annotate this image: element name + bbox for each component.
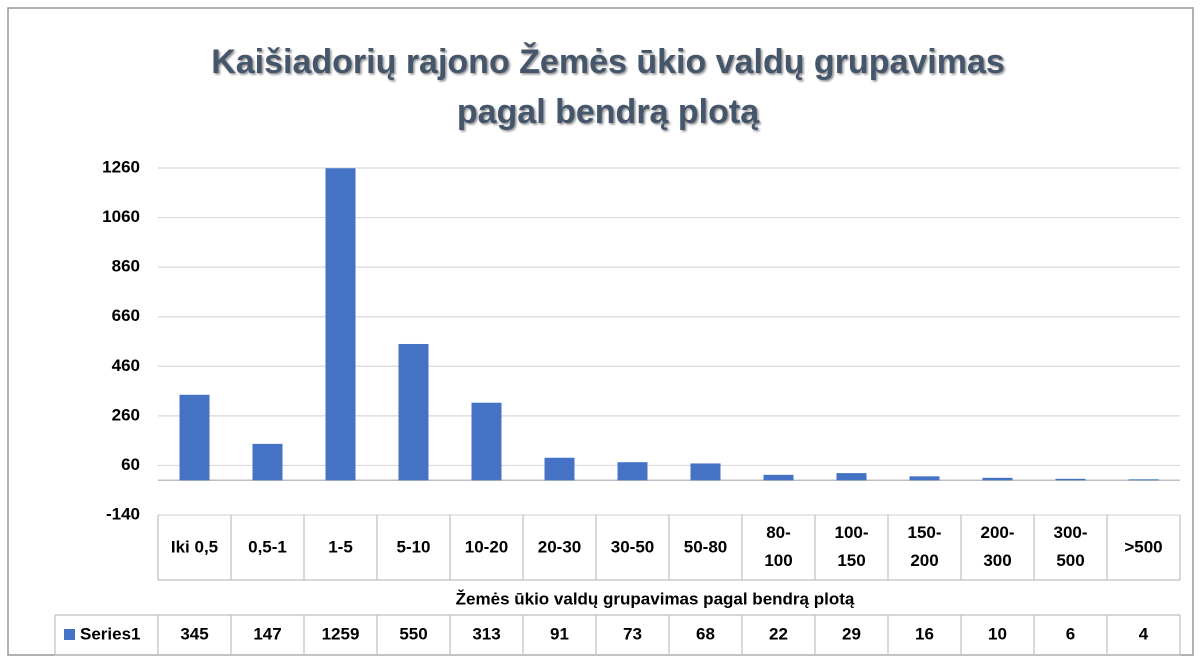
x-tick-label: 200-300 (980, 523, 1014, 570)
x-tick-label: 150-200 (907, 523, 941, 570)
y-tick-label: 1060 (102, 207, 140, 226)
bar (690, 463, 721, 481)
x-tick-label: 80-100 (764, 523, 792, 570)
y-tick-label: 660 (112, 306, 140, 325)
y-tick-label: 460 (112, 356, 140, 375)
bar (763, 474, 794, 481)
y-tick-label: 60 (121, 455, 140, 474)
y-tick-label: 1260 (102, 157, 140, 176)
data-table-value: 345 (180, 624, 208, 643)
bar (836, 473, 867, 481)
bar (325, 168, 356, 481)
bar (617, 462, 648, 481)
x-axis-title: Žemės ūkio valdų grupavimas pagal bendrą… (456, 589, 855, 608)
x-tick-label: 10-20 (465, 537, 508, 556)
bar (1055, 478, 1086, 481)
data-table-value: 147 (253, 624, 281, 643)
bar (982, 477, 1013, 481)
x-tick-label: 100-150 (834, 523, 868, 570)
legend-label: Series1 (80, 624, 141, 643)
data-table-value: 4 (1139, 624, 1149, 643)
data-table-value: 91 (550, 624, 569, 643)
data-table-value: 73 (623, 624, 642, 643)
x-tick-label: 50-80 (684, 537, 727, 556)
y-tick-label: 860 (112, 257, 140, 276)
bar (1128, 479, 1159, 481)
bar (252, 443, 283, 481)
y-tick-label: -140 (106, 504, 140, 523)
bar (179, 394, 210, 481)
chart-title: Kaišiadorių rajono Žemės ūkio valdų grup… (211, 43, 1005, 81)
bar (544, 457, 575, 481)
data-table-value: 10 (988, 624, 1007, 643)
data-table-value: 22 (769, 624, 788, 643)
data-table-value: 550 (399, 624, 427, 643)
data-table-value: 6 (1066, 624, 1075, 643)
x-tick-label: >500 (1124, 537, 1162, 556)
bar (909, 476, 940, 481)
x-tick-label: 5-10 (396, 537, 430, 556)
x-tick-label: 30-50 (611, 537, 654, 556)
data-table-value: 16 (915, 624, 934, 643)
bar (471, 402, 502, 481)
x-tick-label: 0,5-1 (248, 537, 287, 556)
data-table-value: 1259 (322, 624, 360, 643)
x-tick-label: Iki 0,5 (171, 537, 218, 556)
data-table-value: 29 (842, 624, 861, 643)
x-tick-label: 20-30 (538, 537, 581, 556)
data-table-value: 313 (472, 624, 500, 643)
legend-key (64, 629, 75, 640)
x-tick-label: 1-5 (328, 537, 353, 556)
x-tick-label: 300-500 (1053, 523, 1087, 570)
bar (398, 343, 429, 481)
y-tick-label: 260 (112, 405, 140, 424)
chart-title: pagal bendrą plotą (457, 93, 760, 131)
data-table-value: 68 (696, 624, 715, 643)
chart-border (7, 7, 1194, 656)
